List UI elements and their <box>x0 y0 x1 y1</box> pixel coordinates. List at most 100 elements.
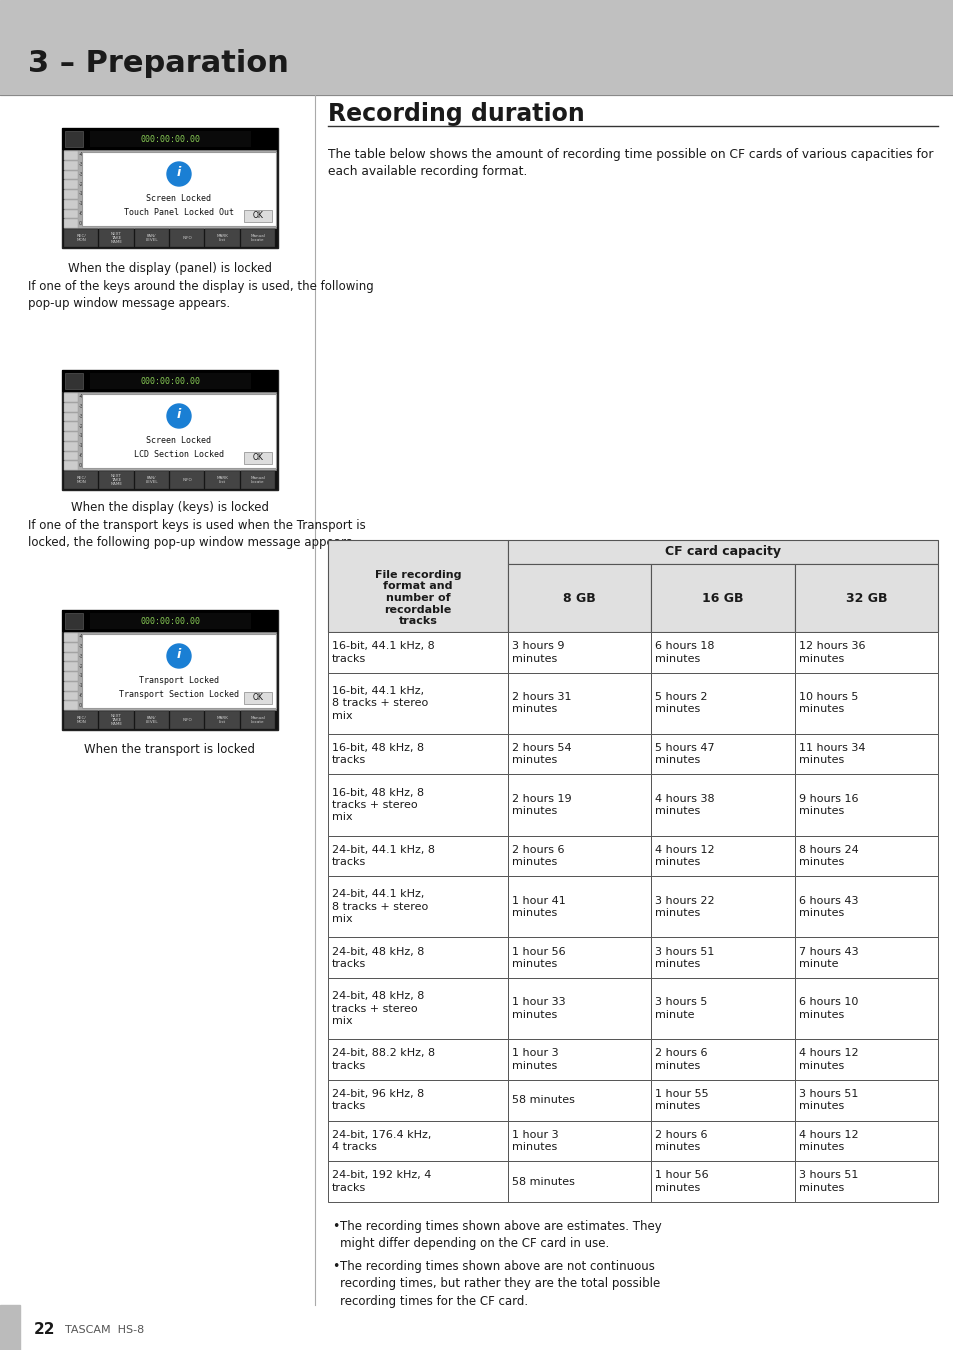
Bar <box>507 1080 651 1120</box>
Text: 10 hours 5
minutes: 10 hours 5 minutes <box>798 693 857 714</box>
Bar <box>328 977 507 1040</box>
Bar <box>62 610 277 730</box>
Text: 000:00:00.00: 000:00:00.00 <box>140 135 200 143</box>
Bar <box>64 632 275 710</box>
Text: PAN/
LEVEL: PAN/ LEVEL <box>146 234 158 242</box>
Text: Screen Locked: Screen Locked <box>147 194 212 202</box>
Bar <box>0 1305 20 1350</box>
Bar <box>170 471 204 489</box>
Text: -36: -36 <box>79 404 87 409</box>
Bar <box>507 672 651 734</box>
Text: When the transport is locked: When the transport is locked <box>85 743 255 756</box>
Text: -30: -30 <box>79 653 87 659</box>
Bar <box>794 775 937 836</box>
Bar <box>507 775 651 836</box>
Text: R: R <box>270 396 274 402</box>
Bar <box>507 977 651 1040</box>
Text: 8 hours 24
minutes: 8 hours 24 minutes <box>798 845 858 867</box>
Text: 2 hours 6
minutes: 2 hours 6 minutes <box>655 1130 707 1152</box>
Text: -24: -24 <box>79 424 87 429</box>
Bar <box>328 836 507 876</box>
Bar <box>64 711 98 729</box>
Bar <box>90 131 251 147</box>
Bar <box>651 876 794 937</box>
Bar <box>205 471 239 489</box>
Bar <box>328 937 507 977</box>
Bar <box>65 613 83 629</box>
Text: REC/
MON: REC/ MON <box>76 475 86 485</box>
Text: 0: 0 <box>79 463 82 467</box>
Bar <box>64 691 78 701</box>
Bar <box>794 734 937 775</box>
Bar <box>64 633 78 641</box>
Bar <box>64 170 78 180</box>
Text: Manual
Locate: Manual Locate <box>250 716 265 724</box>
Text: 2 hours 54
minutes: 2 hours 54 minutes <box>512 743 571 765</box>
Bar <box>64 161 78 170</box>
Bar <box>794 564 937 632</box>
Text: -46: -46 <box>79 153 87 158</box>
Bar <box>651 564 794 632</box>
Bar <box>64 190 78 198</box>
Bar <box>90 373 251 389</box>
Bar <box>65 131 83 147</box>
Text: The recording times shown above are not continuous
recording times, but rather t: The recording times shown above are not … <box>339 1260 659 1308</box>
Bar <box>64 181 78 189</box>
Bar <box>507 632 651 672</box>
Bar <box>205 230 239 247</box>
Bar <box>794 632 937 672</box>
Text: Manual
Locate: Manual Locate <box>250 475 265 485</box>
Text: 1 hour 55
minutes: 1 hour 55 minutes <box>655 1089 708 1111</box>
Text: 24-bit, 48 kHz, 8
tracks: 24-bit, 48 kHz, 8 tracks <box>332 946 424 969</box>
Bar <box>64 392 275 470</box>
Bar <box>507 836 651 876</box>
Text: The recording times shown above are estimates. They
might differ depending on th: The recording times shown above are esti… <box>339 1220 661 1250</box>
Bar <box>507 734 651 775</box>
Text: 24-bit, 96 kHz, 8
tracks: 24-bit, 96 kHz, 8 tracks <box>332 1089 424 1111</box>
Bar <box>328 876 507 937</box>
Bar <box>328 775 507 836</box>
Bar <box>64 432 78 440</box>
Text: 4 hours 12
minutes: 4 hours 12 minutes <box>798 1130 858 1152</box>
Text: 5 hours 47
minutes: 5 hours 47 minutes <box>655 743 714 765</box>
Bar <box>64 451 78 460</box>
Bar <box>328 632 507 672</box>
Text: 22: 22 <box>34 1323 55 1338</box>
Text: 1 hour 3
minutes: 1 hour 3 minutes <box>512 1049 558 1071</box>
Text: 3 hours 51
minutes: 3 hours 51 minutes <box>655 946 714 969</box>
Bar <box>62 610 277 632</box>
Circle shape <box>167 404 191 428</box>
Bar <box>99 711 133 729</box>
Bar <box>64 471 98 489</box>
Text: 3 hours 9
minutes: 3 hours 9 minutes <box>512 641 564 664</box>
Bar <box>794 937 937 977</box>
Text: 24-bit, 44.1 kHz,
8 tracks + stereo
mix: 24-bit, 44.1 kHz, 8 tracks + stereo mix <box>332 890 428 925</box>
Text: If one of the keys around the display is used, the following
pop-up window messa: If one of the keys around the display is… <box>28 279 374 310</box>
Bar <box>240 711 274 729</box>
Text: 3 hours 51
minutes: 3 hours 51 minutes <box>798 1170 857 1193</box>
Text: 32 GB: 32 GB <box>844 591 886 605</box>
Bar <box>64 441 78 451</box>
Text: 0: 0 <box>79 220 82 225</box>
Text: 24-bit, 176.4 kHz,
4 tracks: 24-bit, 176.4 kHz, 4 tracks <box>332 1130 431 1152</box>
Text: 2 hours 6
minutes: 2 hours 6 minutes <box>655 1049 707 1071</box>
Bar <box>328 1120 507 1161</box>
Bar <box>64 652 78 662</box>
Bar <box>240 471 274 489</box>
Text: INFO: INFO <box>182 236 192 240</box>
Bar <box>62 128 277 150</box>
Text: -30: -30 <box>79 171 87 177</box>
Text: 16-bit, 44.1 kHz, 8
tracks: 16-bit, 44.1 kHz, 8 tracks <box>332 641 435 664</box>
Text: -36: -36 <box>79 644 87 649</box>
Bar <box>651 1080 794 1120</box>
Text: -12: -12 <box>79 683 87 688</box>
Bar <box>99 230 133 247</box>
Bar <box>794 1080 937 1120</box>
Bar <box>507 1120 651 1161</box>
Text: REC/
MON: REC/ MON <box>76 234 86 242</box>
Text: 3 hours 22
minutes: 3 hours 22 minutes <box>655 895 714 918</box>
Text: PAN/
LEVEL: PAN/ LEVEL <box>146 716 158 724</box>
Text: -30: -30 <box>79 414 87 418</box>
Text: -18: -18 <box>79 433 87 439</box>
Text: TASCAM  HS-8: TASCAM HS-8 <box>65 1324 144 1335</box>
